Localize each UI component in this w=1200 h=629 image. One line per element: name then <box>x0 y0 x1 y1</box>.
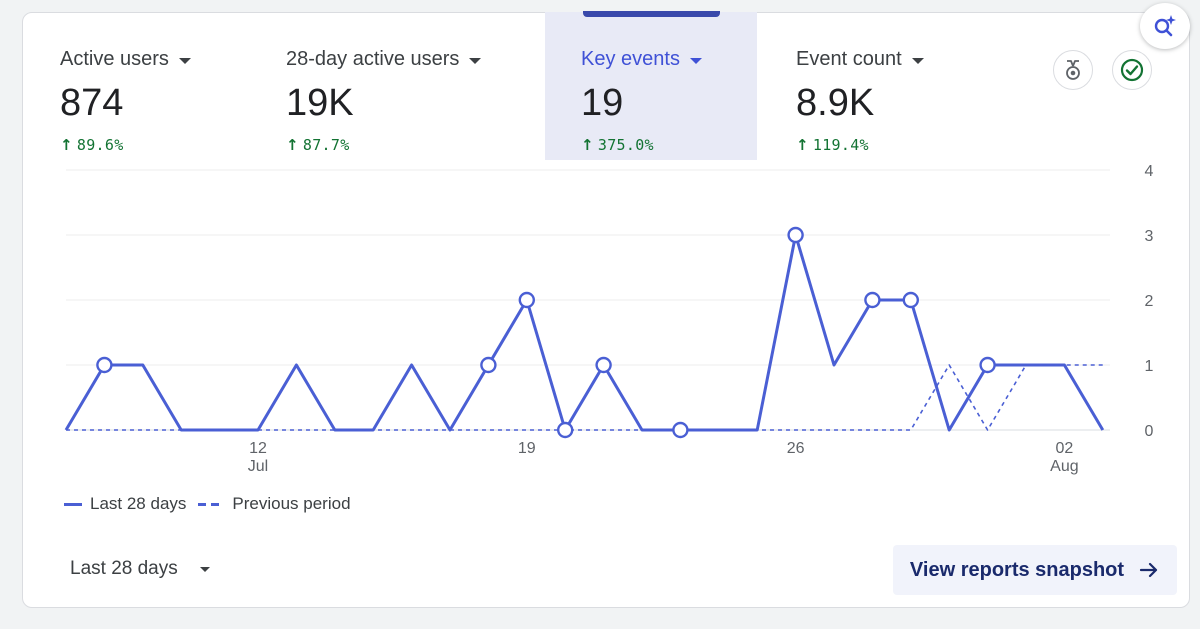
metric-value: 19 <box>581 82 624 124</box>
sparkle-search-icon <box>1154 15 1176 37</box>
data-point <box>595 356 612 374</box>
y-tick-label: 2 <box>1145 293 1154 310</box>
data-point <box>864 291 881 309</box>
previous-period-line <box>66 364 1103 431</box>
last-28-days-line <box>64 233 1105 432</box>
insights-button[interactable] <box>1140 3 1190 49</box>
metric-value: 19K <box>286 82 354 124</box>
metric-change: ↑ 375.0% <box>581 136 654 154</box>
data-point <box>557 421 574 439</box>
legend-label: Last 28 days <box>90 494 187 513</box>
medal-icon <box>1066 60 1080 80</box>
metric-label: Key events <box>581 48 702 71</box>
x-tick-label: 26 <box>787 440 805 457</box>
metric-active-users[interactable]: Active users 874 ↑ 89.6% <box>46 12 268 160</box>
y-tick-label: 3 <box>1145 228 1154 245</box>
legend-item-current: Last 28 days <box>64 494 186 514</box>
legend-item-previous: Previous period <box>198 494 351 514</box>
y-tick-label: 0 <box>1145 423 1154 440</box>
arrow-up-icon: ↑ <box>796 136 809 154</box>
metric-change: ↑ 87.7% <box>286 136 350 154</box>
x-tick-label: 12 <box>249 440 267 457</box>
view-reports-snapshot-link[interactable]: View reports snapshot <box>893 545 1177 595</box>
chevron-down-icon <box>689 57 702 64</box>
metric-change: ↑ 119.4% <box>796 136 869 154</box>
date-range-dropdown[interactable]: Last 28 days <box>70 558 210 580</box>
y-tick-label: 1 <box>1145 358 1154 375</box>
data-point <box>518 291 535 309</box>
date-range-label: Last 28 days <box>70 558 178 579</box>
arrow-right-icon <box>1139 562 1158 578</box>
x-tick-label: 02 <box>1056 440 1074 457</box>
metric-label: Event count <box>796 48 924 71</box>
x-tick-month-label: Jul <box>248 458 268 475</box>
legend-label: Previous period <box>232 494 351 513</box>
metric-label: Active users <box>60 48 191 71</box>
arrow-up-icon: ↑ <box>60 136 73 154</box>
data-point <box>96 356 113 374</box>
chart-legend: Last 28 days Previous period <box>64 494 351 514</box>
selected-indicator <box>583 11 720 17</box>
metric-key-events[interactable]: Key events 19 ↑ 375.0% <box>545 11 757 160</box>
arrow-up-icon: ↑ <box>286 136 299 154</box>
metric-value: 8.9K <box>796 82 875 124</box>
x-tick-month-label: Aug <box>1050 458 1078 475</box>
check-circle-icon <box>1120 58 1144 82</box>
arrow-up-icon: ↑ <box>581 136 594 154</box>
metric-event-count[interactable]: Event count 8.9K ↑ 119.4% <box>782 12 992 160</box>
y-tick-label: 4 <box>1145 163 1154 180</box>
x-tick-label: 19 <box>518 440 536 457</box>
data-point <box>979 356 996 374</box>
metric-28-day-active-users[interactable]: 28-day active users 19K ↑ 87.7% <box>272 12 544 160</box>
view-link-label: View reports snapshot <box>909 558 1125 581</box>
status-check-button[interactable] <box>1112 50 1152 90</box>
data-point <box>902 291 919 309</box>
chevron-down-icon <box>178 57 191 64</box>
legend-dashed-swatch <box>198 502 225 506</box>
medal-button[interactable] <box>1053 50 1093 90</box>
metric-label: 28-day active users <box>286 48 482 71</box>
legend-solid-swatch <box>64 502 82 506</box>
metric-value: 874 <box>60 82 124 124</box>
data-point <box>672 421 689 439</box>
metric-change: ↑ 89.6% <box>60 136 124 154</box>
chevron-down-icon <box>911 57 924 64</box>
chevron-down-icon <box>199 566 210 572</box>
chevron-down-icon <box>469 57 482 64</box>
data-point <box>787 226 804 244</box>
data-point <box>480 356 497 374</box>
